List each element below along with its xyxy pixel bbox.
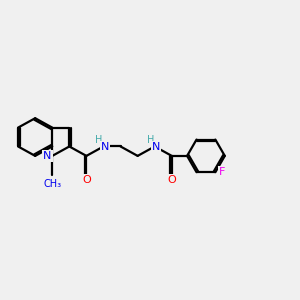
Text: N: N [152,142,160,152]
Text: F: F [219,167,225,177]
Text: O: O [82,175,91,185]
Text: O: O [167,175,176,185]
Text: H: H [95,135,103,145]
Text: H: H [147,135,154,145]
Text: N: N [101,142,109,152]
Text: N: N [43,151,52,161]
Text: CH₃: CH₃ [43,179,61,189]
